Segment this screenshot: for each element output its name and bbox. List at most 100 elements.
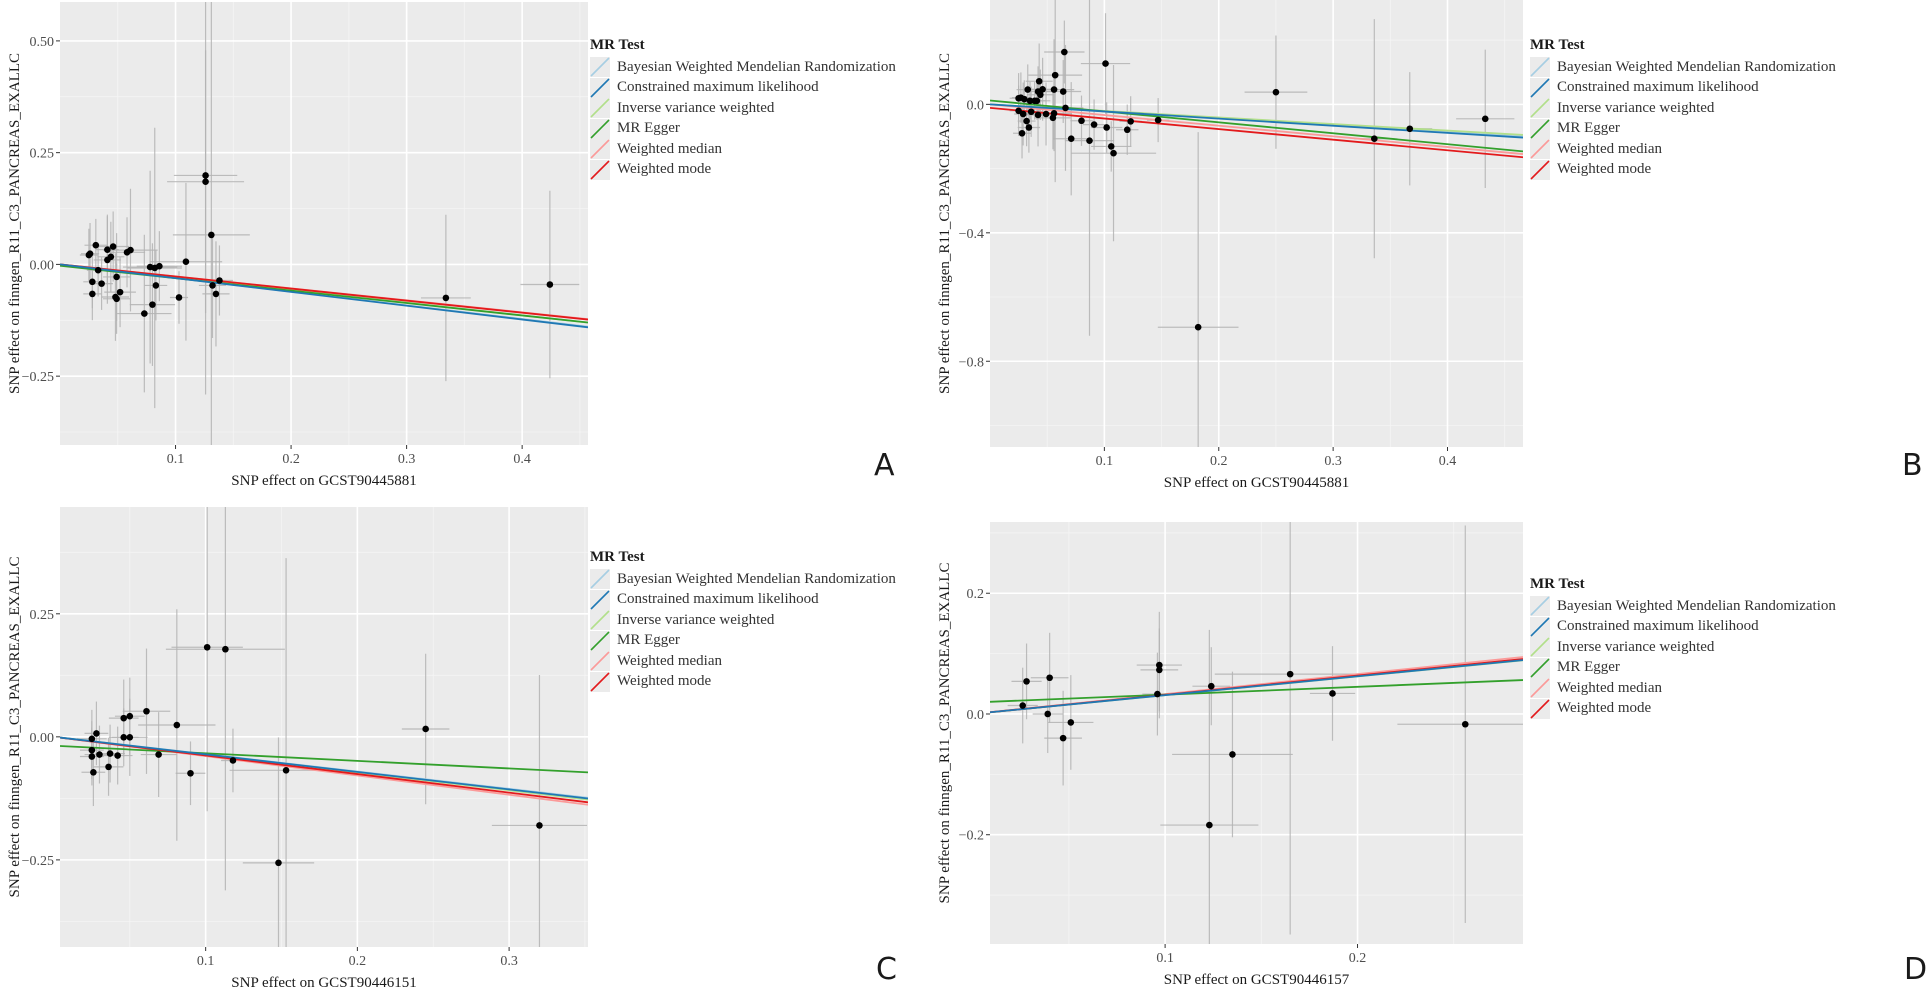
data-point: [1107, 143, 1115, 150]
legend-title: MR Test: [590, 37, 645, 53]
legend-item-wmode: Weighted mode: [590, 671, 896, 693]
data-point: [209, 282, 216, 289]
data-point: [282, 767, 290, 774]
legend-item-ivw: Inverse variance weighted: [1530, 637, 1836, 658]
data-point: [1026, 97, 1034, 105]
regression-line-wmode: [990, 107, 1523, 159]
panel-label-a: A: [874, 448, 895, 483]
data-point: [182, 258, 190, 266]
legend-key-line-icon: [1530, 159, 1550, 180]
y-tick-label: −0.8: [959, 355, 984, 370]
y-axis-title: SNP effect on finngen_R11_C3_PANCREAS_EX…: [937, 53, 953, 394]
data-point: [1206, 821, 1213, 829]
scatter-plot-a: 0.1 0.2 0.3 0.4 −0.25 0.00 0.25 0.50 SNP effect …: [7, 2, 588, 489]
data-point: [1123, 126, 1131, 134]
data-point: [1127, 118, 1134, 125]
legend-key-line-icon: [1530, 596, 1550, 617]
data-point: [1086, 137, 1093, 144]
data-point: [114, 752, 121, 759]
data-point: [1156, 661, 1163, 669]
legend-key-line-icon: [1530, 77, 1550, 98]
legend-title: MR Test: [1530, 37, 1585, 53]
data-point: [442, 294, 450, 302]
regression-line-egger: [990, 679, 1523, 703]
x-tick-label: 0.4: [1439, 454, 1457, 469]
legend-key-line-icon: [590, 139, 610, 160]
data-point: [1067, 719, 1075, 726]
legend-key-line-icon: [590, 159, 610, 180]
data-point: [88, 753, 96, 760]
legend-key-line-icon: [1530, 698, 1550, 719]
legend-item-wmedian: Weighted median: [1530, 678, 1836, 699]
legend-item-wmedian: Weighted median: [590, 651, 896, 672]
legend-item-ivw: Inverse variance weighted: [590, 98, 896, 119]
data-point: [152, 282, 160, 289]
legend-key-line-icon: [590, 118, 610, 139]
x-tick-label: 0.3: [398, 452, 416, 467]
x-axis-title: SNP effect on GCST90446157: [1164, 972, 1350, 988]
legend-key-line-icon: [1530, 616, 1550, 637]
data-point: [202, 172, 209, 179]
legend-key-line-icon: [590, 589, 610, 610]
y-axis-title: SNP effect on finngen_R11_C3_PANCREAS_EX…: [937, 563, 953, 904]
x-axis-title: SNP effect on GCST90446151: [231, 975, 416, 991]
x-tick-label: 0.2: [1210, 454, 1228, 469]
legend-label: Constrained maximum likelihood: [617, 591, 819, 608]
data-point: [1329, 690, 1336, 697]
legend-item-egger: MR Egger: [590, 118, 896, 140]
data-point: [1062, 104, 1069, 112]
legend-key-line-icon: [590, 57, 610, 78]
x-tick-label: 0.1: [167, 452, 185, 467]
legend-item-bwmr: Bayesian Weighted Mendelian Randomizatio…: [1530, 596, 1836, 617]
legend-item-cml: Constrained maximum likelihood: [1530, 77, 1836, 99]
data-point: [126, 734, 134, 741]
regression-line-cml: [60, 736, 588, 800]
y-axis-title: SNP effect on finngen_R11_C3_PANCREAS_EX…: [7, 53, 23, 394]
data-point: [155, 751, 162, 758]
x-tick-label: 0.3: [500, 954, 518, 969]
plot-background: [60, 507, 588, 947]
legend-label: Weighted mode: [1557, 700, 1652, 717]
data-point: [1103, 124, 1110, 131]
legend-label: Weighted median: [1557, 679, 1663, 696]
legend-key-line-icon: [590, 98, 610, 119]
data-point: [120, 734, 128, 741]
legend-d: MR Test Bayesian Weighted Mendelian Rando…: [1530, 576, 1836, 719]
data-point: [1044, 710, 1052, 718]
legend-title: MR Test: [1530, 576, 1585, 592]
data-point: [546, 281, 554, 288]
y-tick-label: 0.25: [30, 608, 55, 623]
panel-c: 0.1 0.2 0.3 −0.25 0.00 0.25 SNP effect on GCST…: [0, 497, 965, 995]
legend-key-line-icon: [590, 630, 610, 651]
data-point: [175, 294, 183, 301]
legend-label: Weighted median: [617, 140, 723, 157]
x-tick-label: 0.2: [282, 452, 300, 467]
data-point: [1371, 135, 1378, 143]
legend-label: Bayesian Weighted Mendelian Randomizatio…: [617, 58, 896, 75]
legend-item-bwmr: Bayesian Weighted Mendelian Randomizatio…: [1530, 57, 1836, 78]
legend-label: Constrained maximum likelihood: [1557, 79, 1759, 96]
legend-key-line-icon: [1530, 139, 1550, 160]
data-point: [1027, 108, 1035, 116]
data-point: [1194, 323, 1202, 331]
x-tick-label: 0.1: [1156, 951, 1174, 966]
data-point: [1023, 117, 1030, 125]
regression-line-cml: [60, 263, 588, 329]
legend-key-line-icon: [590, 77, 610, 98]
data-point: [1046, 674, 1053, 682]
data-point: [1025, 124, 1033, 131]
data-point: [109, 243, 117, 250]
legend-item-cml: Constrained maximum likelihood: [1530, 616, 1836, 638]
legend-label: MR Egger: [617, 632, 680, 649]
scatter-plot-d: 0.1 0.2 −0.2 0.0 0.2 SNP effect on GCST904461…: [937, 522, 1523, 988]
panel-d: 0.1 0.2 −0.2 0.0 0.2 SNP effect on GCST904461…: [930, 497, 1930, 995]
data-point: [1272, 88, 1280, 96]
data-point: [107, 253, 115, 261]
panel-label-b: B: [1902, 448, 1923, 483]
legend-item-wmedian: Weighted median: [1530, 139, 1836, 160]
data-point: [120, 714, 128, 722]
data-point: [93, 730, 100, 737]
data-point: [1481, 115, 1489, 123]
regression-line-wmedian: [990, 103, 1523, 155]
data-point: [222, 645, 229, 653]
